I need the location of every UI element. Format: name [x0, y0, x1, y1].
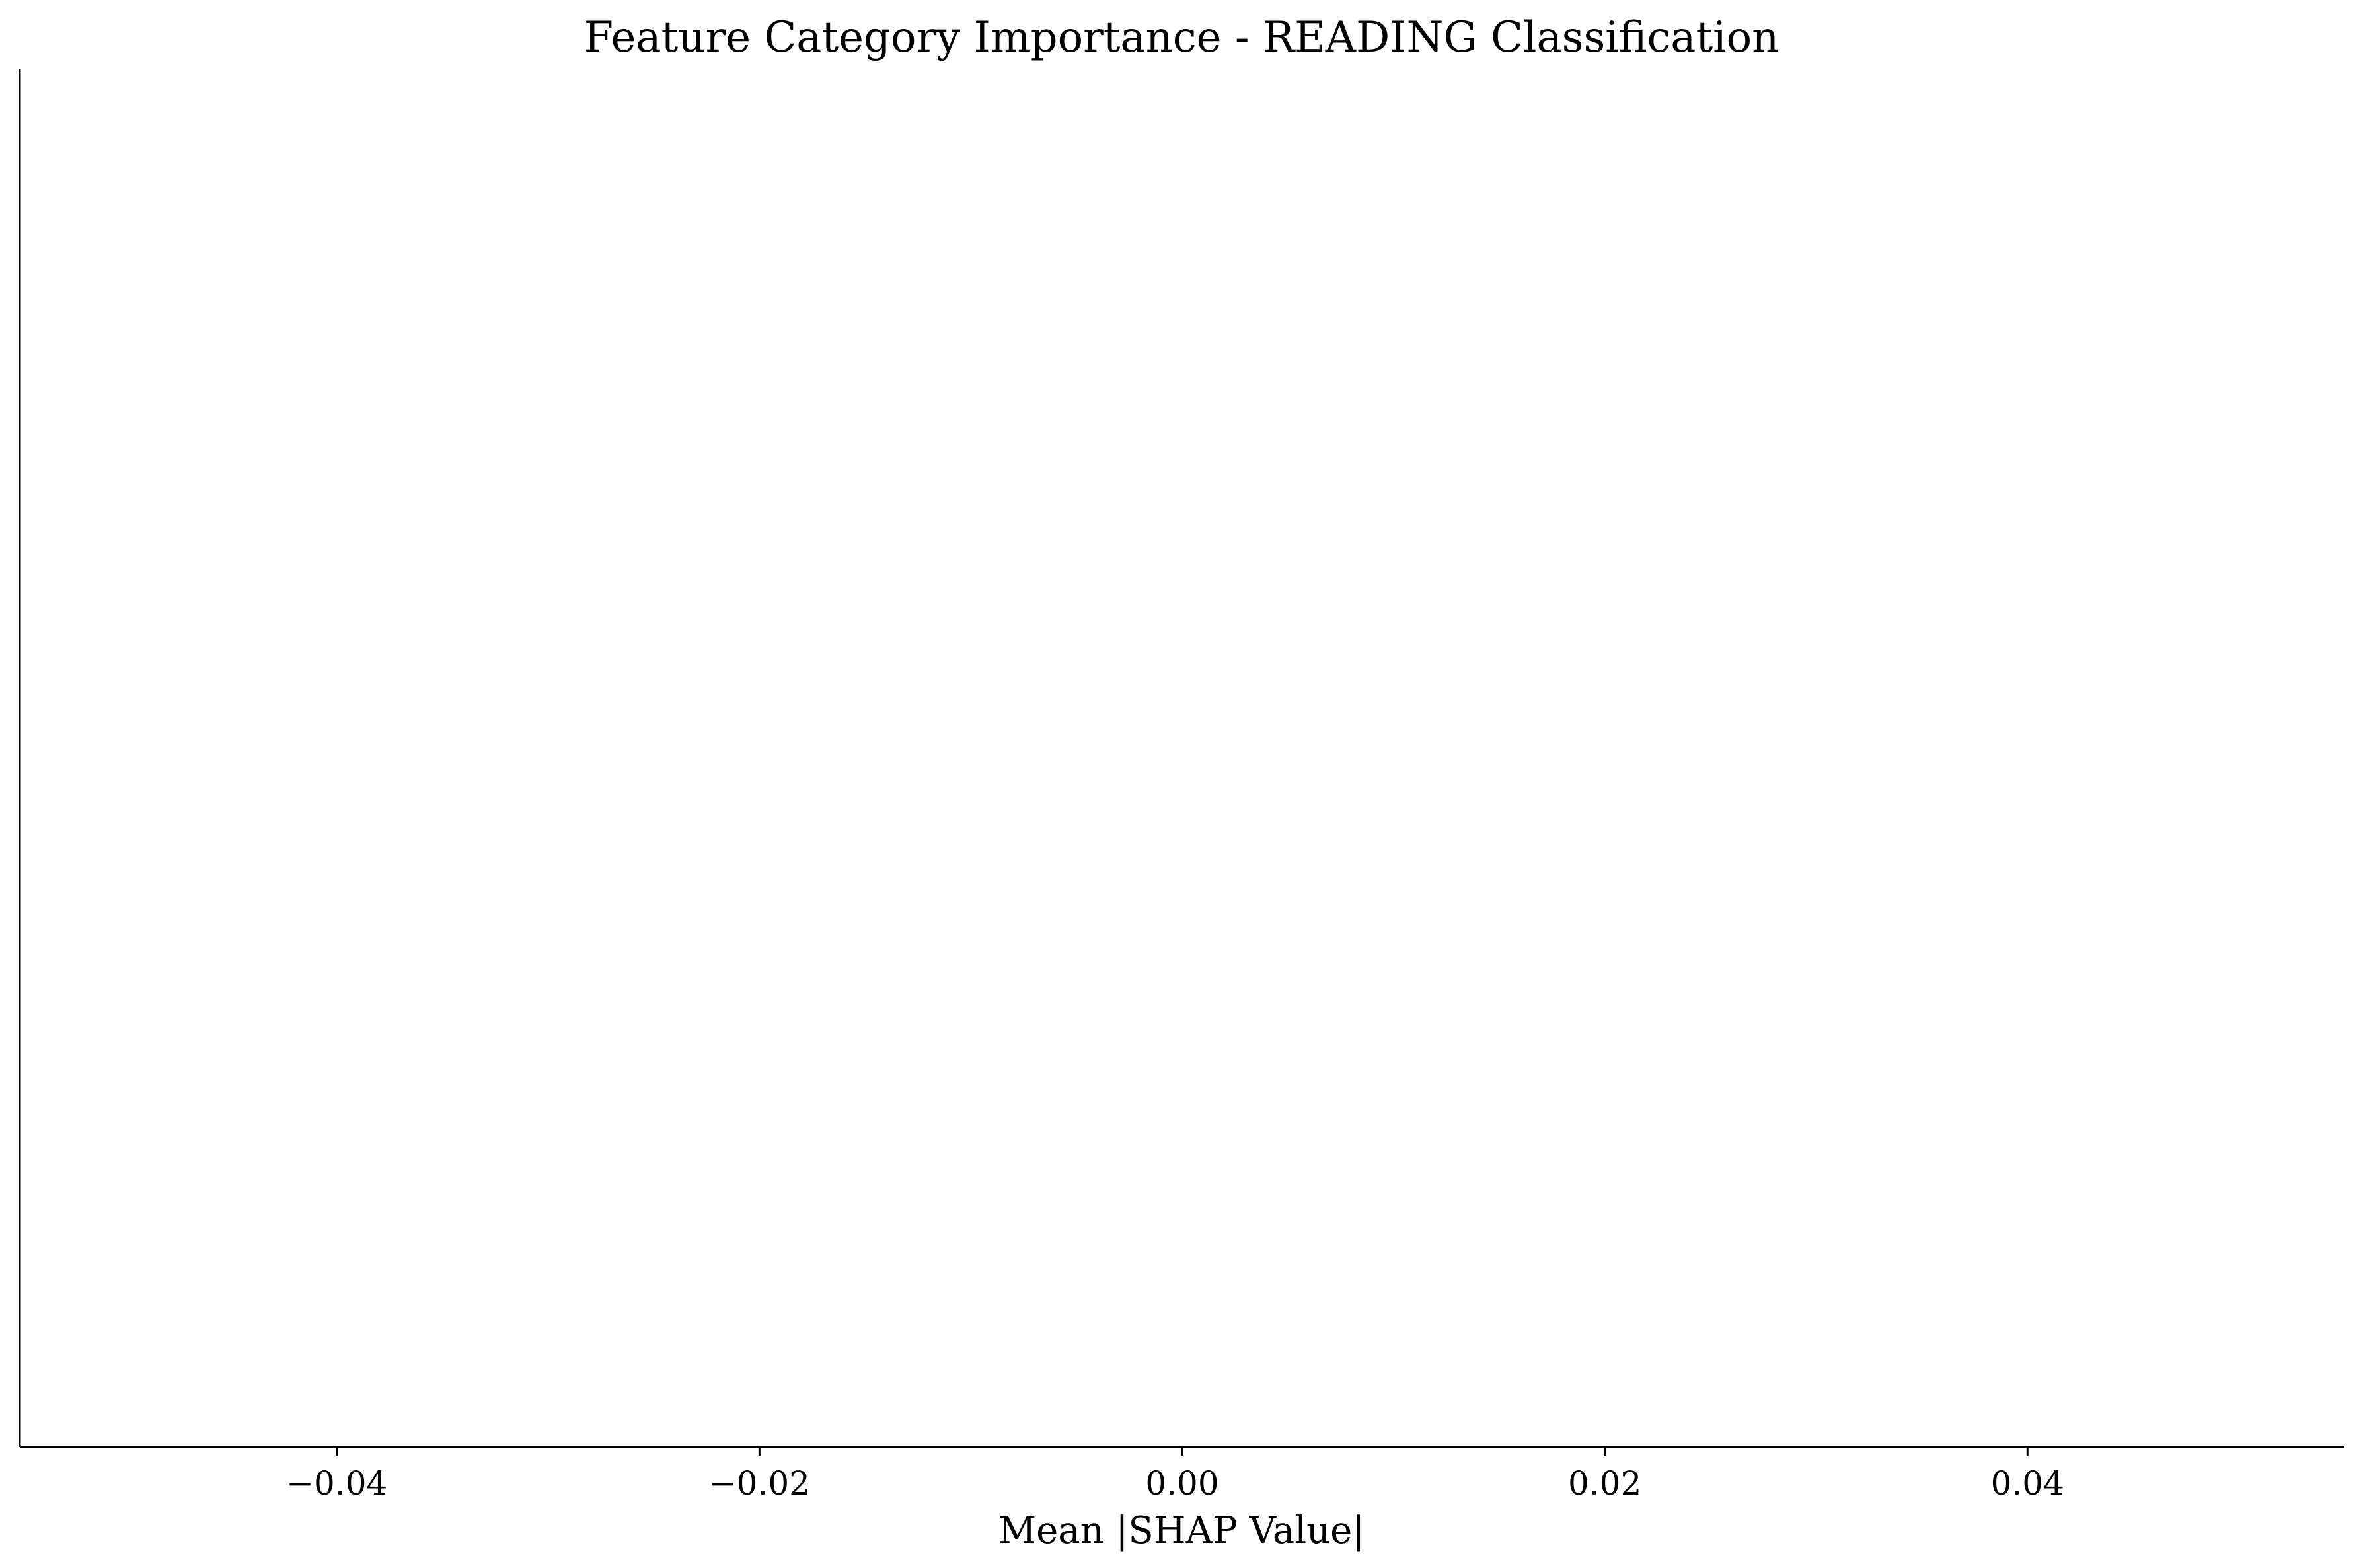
x-tick-label: 0.00 — [1145, 1464, 1218, 1503]
x-tick-label: 0.02 — [1568, 1464, 1641, 1503]
x-axis-ticks: −0.04 −0.02 0.00 0.02 0.04 — [286, 1447, 2064, 1503]
x-tick-label: −0.04 — [286, 1464, 387, 1503]
x-tick-label: −0.02 — [709, 1464, 810, 1503]
x-axis-label: Mean |SHAP Value| — [998, 1509, 1365, 1552]
chart-title: Feature Category Importance - READING Cl… — [584, 13, 1779, 62]
x-tick-label: 0.04 — [1991, 1464, 2064, 1503]
